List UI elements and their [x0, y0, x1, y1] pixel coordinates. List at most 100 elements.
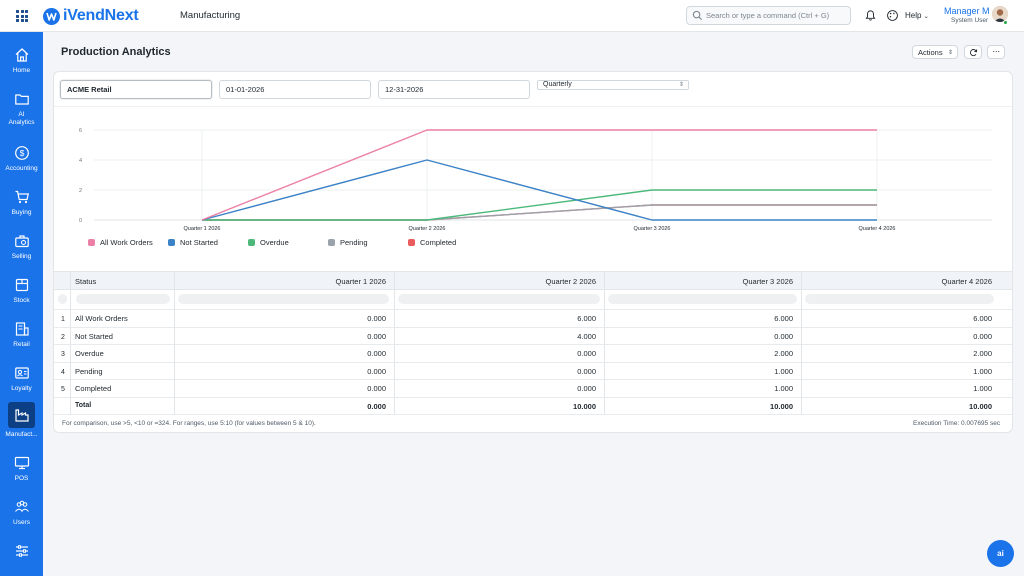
column-filter-input[interactable]	[608, 294, 797, 304]
help-menu[interactable]: Help ⌄	[905, 11, 929, 20]
legend-item[interactable]: Overdue	[248, 238, 289, 247]
apps-grid-icon[interactable]	[16, 10, 28, 22]
legend-item[interactable]: Pending	[328, 238, 368, 247]
table-cell-status[interactable]: Not Started	[75, 331, 113, 341]
sidebar-item-ai-analytics[interactable]: AI Analytics	[0, 86, 43, 128]
table-cell-value[interactable]: 0.000	[774, 331, 793, 341]
row-filter[interactable]	[58, 294, 67, 304]
legend-item[interactable]: Completed	[408, 238, 456, 247]
series-line-not-started	[201, 159, 877, 221]
table-cell-status[interactable]: All Work Orders	[75, 314, 128, 323]
x-tick-label: Quarter 1 2026	[184, 226, 221, 232]
from-date-filter[interactable]: 01-01-2026	[219, 80, 371, 99]
table-cell-status[interactable]: Completed	[75, 384, 112, 394]
bell-icon[interactable]	[864, 9, 877, 22]
actions-label: Actions	[918, 47, 943, 57]
column-header[interactable]: Quarter 4 2026	[941, 277, 992, 286]
brand-logo[interactable]: iVendNext	[43, 7, 139, 25]
avatar[interactable]	[992, 6, 1008, 22]
sidebar-item-loyalty[interactable]: Loyalty	[0, 360, 43, 402]
company-filter[interactable]: ACME Retail	[60, 80, 212, 99]
logo-mark-icon	[43, 7, 60, 25]
table-cell-value[interactable]: 2.000	[774, 349, 793, 359]
sidebar: Home AI Analytics $ Accounting Buying Sel…	[0, 32, 43, 576]
legend-label: Overdue	[260, 238, 289, 247]
table-total-value: 0.000	[367, 402, 386, 411]
sidebar-item-label: AI Analytics	[8, 111, 34, 127]
column-filter-input[interactable]	[178, 294, 389, 304]
table-cell-value[interactable]: 0.000	[973, 331, 992, 341]
refresh-button[interactable]	[964, 45, 982, 59]
search-placeholder: Search or type a command (Ctrl + G)	[706, 11, 830, 20]
home-icon	[15, 48, 28, 62]
column-header[interactable]: Quarter 1 2026	[335, 277, 386, 286]
sidebar-item-label-line-2: Analytics	[8, 119, 35, 126]
sidebar-item-home[interactable]: Home	[0, 42, 43, 84]
sidebar-item-buying[interactable]: Buying	[0, 184, 43, 226]
table-cell-value[interactable]: 0.000	[577, 366, 596, 376]
table-cell-value[interactable]: 0.000	[367, 331, 386, 341]
user-name[interactable]: Manager M	[944, 6, 990, 16]
table-cell-value[interactable]: 6.000	[774, 314, 793, 323]
legend-item[interactable]: All Work Orders	[88, 238, 153, 247]
table-cell-value[interactable]: 1.000	[774, 384, 793, 394]
column-header[interactable]: Quarter 3 2026	[742, 277, 793, 286]
chevron-updown-icon: ⇕	[947, 50, 953, 56]
online-status-dot	[1003, 20, 1008, 25]
sidebar-item-accounting[interactable]: $ Accounting	[0, 140, 43, 182]
table-cell-value[interactable]: 0.000	[367, 366, 386, 376]
table-cell-value[interactable]: 0.000	[367, 384, 386, 394]
series-line-pending	[202, 204, 877, 221]
filter-divider	[54, 106, 1012, 107]
table-cell-value[interactable]: 6.000	[577, 314, 596, 323]
table-cell-value[interactable]: 1.000	[774, 366, 793, 376]
dollar-icon: $	[14, 146, 29, 160]
actions-button[interactable]: Actions ⇕	[912, 45, 958, 59]
palette-icon[interactable]	[886, 9, 899, 22]
legend-item[interactable]: Not Started	[168, 238, 218, 247]
series-line-all-work-orders	[201, 129, 877, 221]
table-cell-value[interactable]: 1.000	[973, 366, 992, 376]
more-options-button[interactable]: ···	[987, 45, 1005, 59]
table-cell-value[interactable]: 0.000	[367, 314, 386, 323]
id-card-icon	[14, 367, 29, 379]
user-role: System User	[951, 17, 989, 24]
sidebar-item-stock[interactable]: Stock	[0, 272, 43, 314]
range-select-value: Quarterly	[543, 81, 572, 88]
column-divider	[174, 271, 175, 415]
legend-label: Pending	[340, 238, 368, 247]
column-header-status[interactable]: Status	[75, 277, 97, 286]
table-cell-value[interactable]: 0.000	[577, 349, 596, 359]
table-cell-value[interactable]: 0.000	[577, 384, 596, 394]
range-select[interactable]: Quarterly ⇕	[537, 80, 689, 90]
sidebar-item-users[interactable]: Users	[0, 494, 43, 536]
factory-icon	[14, 409, 29, 422]
search-input[interactable]: Search or type a command (Ctrl + G)	[686, 6, 851, 25]
table-cell-status[interactable]: Pending	[75, 366, 103, 376]
column-filter-input[interactable]	[398, 294, 600, 304]
report-card	[53, 71, 1013, 433]
row-index: 1	[61, 316, 65, 323]
column-header[interactable]: Quarter 2 2026	[545, 277, 596, 286]
column-divider	[801, 271, 802, 415]
sidebar-item-retail[interactable]: Retail	[0, 316, 43, 358]
table-cell-status[interactable]: Overdue	[75, 349, 104, 359]
sidebar-item-manufacturing[interactable]: Manufact...	[0, 402, 43, 444]
sidebar-item-label: Stock	[13, 297, 30, 304]
table-cell-value[interactable]: 2.000	[973, 349, 992, 359]
to-date-filter[interactable]: 12-31-2026	[378, 80, 530, 99]
sidebar-item-selling[interactable]: Selling	[0, 228, 43, 270]
sidebar-item-label: Selling	[11, 253, 32, 260]
sidebar-item-pos[interactable]: POS	[0, 450, 43, 492]
page-title: Production Analytics	[61, 46, 171, 58]
table-cell-value[interactable]: 6.000	[973, 314, 992, 323]
column-filter-input[interactable]	[805, 294, 994, 304]
table-cell-value[interactable]: 0.000	[367, 349, 386, 359]
sidebar-item-settings[interactable]	[0, 538, 43, 576]
table-cell-value[interactable]: 4.000	[577, 331, 596, 341]
column-filter-input[interactable]	[76, 294, 170, 304]
module-title[interactable]: Manufacturing	[180, 10, 241, 21]
table-cell-value[interactable]: 1.000	[973, 384, 992, 394]
row-index: 3	[61, 351, 65, 359]
ai-assistant-button[interactable]: ai	[987, 540, 1014, 567]
